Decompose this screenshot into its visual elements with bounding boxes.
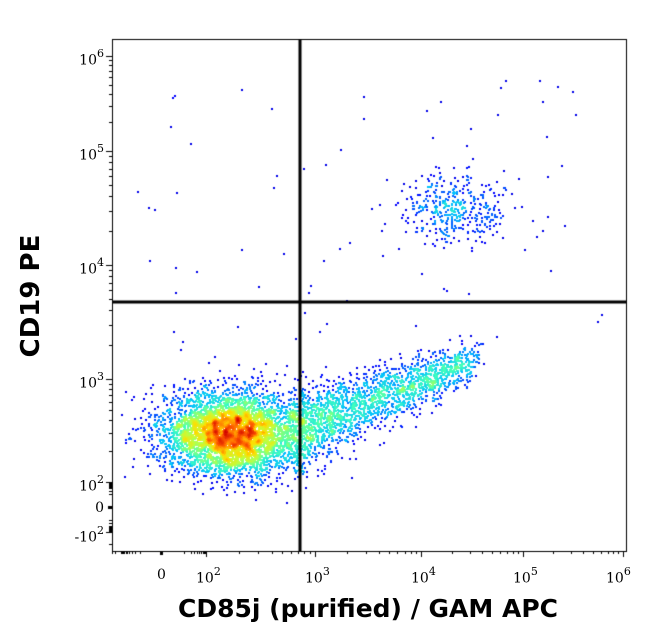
y-tick-label: 105 (79, 142, 104, 164)
y-tick-label: 102 (79, 473, 104, 495)
y-tick-label: -102 (74, 524, 104, 546)
y-tick-label: 106 (79, 47, 104, 69)
x-tick-label: 102 (196, 565, 221, 587)
y-axis-title: CD19 PE (16, 234, 46, 358)
x-tick-label: 106 (606, 565, 631, 587)
x-tick-label: 103 (305, 565, 330, 587)
x-tick-label: 104 (411, 565, 436, 587)
y-tick-label: 103 (79, 370, 104, 392)
x-axis-title: CD85j (purified) / GAM APC (178, 594, 558, 623)
y-tick-label: 0 (95, 500, 104, 516)
x-tick-label: 0 (157, 567, 166, 583)
x-tick-label: 105 (513, 565, 538, 587)
y-tick-label: 104 (79, 256, 104, 278)
